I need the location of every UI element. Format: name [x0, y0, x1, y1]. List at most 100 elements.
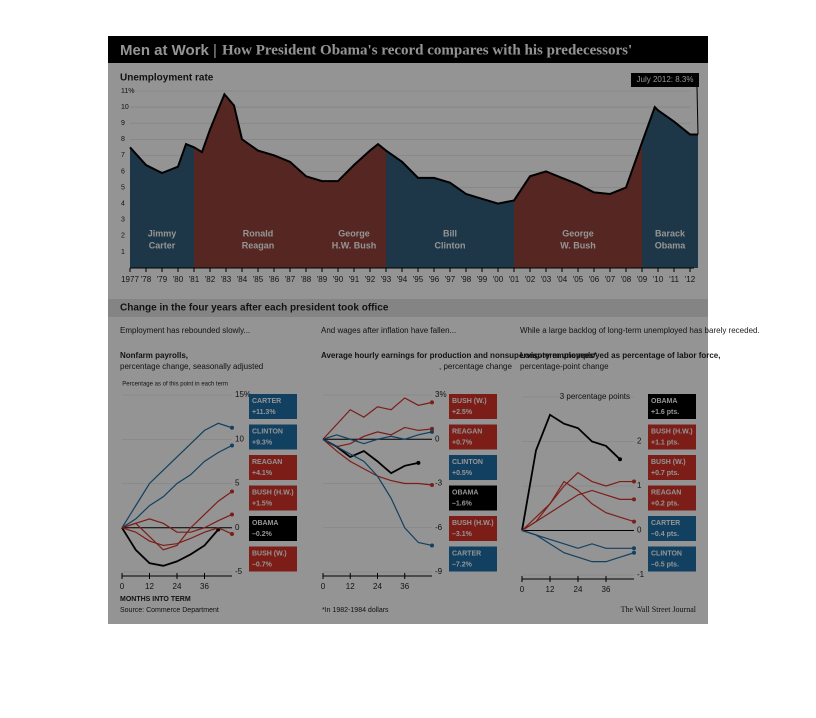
title-text: Nonfarm payrolls, [120, 351, 188, 360]
series-line [322, 397, 433, 440]
title-text: Average hourly earnings for production a… [321, 351, 598, 360]
legend-box [449, 546, 497, 572]
annotation: Percentage as of this point in each term [122, 382, 228, 388]
x-tick-label: '78 [141, 275, 152, 284]
x-tick-label: '01 [509, 275, 520, 284]
chart-subtitle: percentage-point change [520, 362, 609, 371]
series-line [121, 444, 233, 529]
band-label: Jimmy [148, 228, 177, 238]
series-line [322, 431, 433, 445]
legend-value: –0.4 pts. [651, 531, 679, 538]
end-dot [230, 425, 234, 430]
legend-box [249, 546, 297, 572]
y-tick-label: 5 [121, 184, 125, 191]
y-tick-label: 9 [121, 120, 125, 127]
x-tick-label: 12 [145, 582, 154, 591]
legend-value: +0.5% [452, 470, 473, 477]
band-label: Barack [655, 228, 686, 238]
x-tick-label: '09 [637, 275, 648, 284]
end-dot [230, 489, 234, 494]
brand: Men at Work [120, 42, 210, 59]
legend-box [449, 424, 497, 450]
series-line [121, 490, 233, 551]
legend-value: +1.1 pts. [651, 439, 679, 446]
x-tick-label: '11 [669, 275, 679, 284]
chart-title: Unemployment rate [120, 73, 214, 84]
x-tick-label: '84 [237, 275, 248, 284]
x-tick-label: '96 [429, 275, 440, 284]
legend-name: BUSH (W.) [452, 398, 487, 405]
chart-subtitle: percentage change, seasonally adjusted [120, 362, 263, 371]
series-line [322, 438, 433, 547]
legend-name: CARTER [452, 550, 481, 557]
legend-value: –0.2% [252, 531, 273, 538]
x-tick-label: '87 [285, 275, 296, 284]
x-tick-label: '81 [189, 275, 200, 284]
legend-value: +9.3% [252, 439, 273, 446]
x-tick-label: '97 [445, 275, 456, 284]
end-dot [430, 543, 434, 548]
series-line [121, 422, 233, 529]
legend-box [249, 455, 297, 480]
legend-name: BUSH (H.W.) [252, 489, 294, 496]
legend-box [249, 394, 297, 419]
y-tick-label: -1 [637, 570, 645, 579]
y-tick-label: 8 [121, 136, 125, 143]
end-dot [416, 460, 421, 465]
legend-box [249, 485, 297, 511]
band-label: H.W. Bush [332, 240, 377, 250]
legend-box [449, 394, 497, 419]
end-dot [430, 482, 434, 487]
legend-name: BUSH (W.) [651, 459, 686, 466]
legend-box [249, 516, 297, 541]
x-tick-label: '10 [653, 275, 664, 284]
chart-title: Nonfarm payrolls, [120, 351, 188, 360]
legend-name: BUSH (H.W.) [651, 428, 693, 435]
term-band [386, 150, 514, 268]
legend-name: BUSH (W.) [252, 550, 287, 557]
header-title: How President Obama's record compares wi… [222, 42, 632, 58]
x-tick-label: 12 [346, 582, 355, 591]
x-tick-label: '89 [317, 275, 328, 284]
end-dot [430, 429, 434, 434]
legend-name: BUSH (H.W.) [452, 520, 494, 527]
chart-title: Average hourly earnings for production a… [321, 351, 598, 360]
x-tick-label: 36 [200, 582, 209, 591]
series-line [521, 529, 634, 549]
band-label: Reagan [242, 240, 275, 250]
band-label: Ronald [243, 228, 274, 238]
annotation-box [631, 73, 699, 87]
chart-subtitle: , percentage change [439, 362, 512, 371]
term-band [130, 144, 194, 268]
series-line [521, 489, 634, 532]
end-dot [632, 546, 636, 551]
legend-box [449, 485, 497, 511]
x-tick-label: 36 [400, 582, 409, 591]
lede: Employment has rebounded slowly... [120, 326, 250, 335]
term-band [322, 144, 386, 268]
band-label: Carter [149, 240, 176, 250]
x-tick-label: '83 [221, 275, 232, 284]
legend-value: +4.1% [252, 470, 273, 477]
legend-value: +11.3% [252, 409, 276, 416]
legend-name: CARTER [252, 398, 281, 405]
x-tick-label: '03 [541, 275, 552, 284]
series-line [521, 471, 634, 532]
x-tick-label: '00 [493, 275, 504, 284]
end-dot [230, 512, 234, 517]
legend-value: –0.7% [252, 561, 273, 568]
dim-overlay [108, 36, 708, 624]
y-tick-label: 3% [435, 390, 447, 399]
lede: And wages after inflation have fallen... [321, 326, 456, 335]
x-tick-label: 0 [321, 582, 326, 591]
y-tick-label: 1 [121, 249, 125, 256]
x-tick-label: '82 [205, 275, 216, 284]
x-tick-label: 24 [373, 582, 382, 591]
section-bar [108, 299, 708, 317]
header-bar [108, 36, 708, 63]
x-tick-label: 0 [120, 582, 125, 591]
legend-box [648, 546, 696, 572]
legend-name: REAGAN [252, 459, 282, 466]
legend-name: CLINTON [452, 459, 483, 466]
